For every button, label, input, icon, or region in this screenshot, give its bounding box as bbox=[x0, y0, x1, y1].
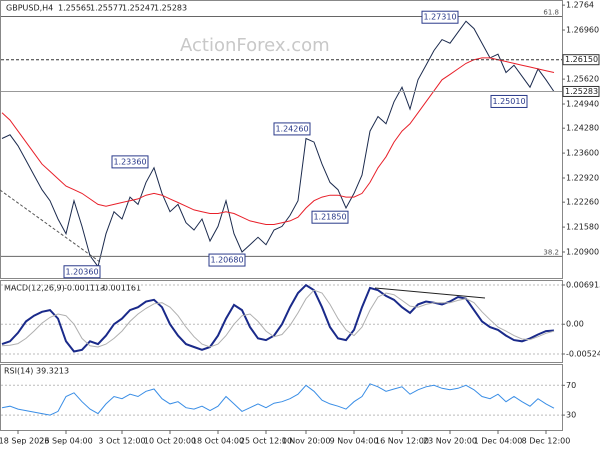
annotation-label: 1.20680 bbox=[210, 256, 243, 265]
x-tick-label: 3 Oct 12:00 bbox=[98, 437, 145, 446]
annotation-box bbox=[421, 10, 459, 24]
macd-reading: -0.001113 bbox=[64, 284, 105, 293]
fib-label: 61.8 bbox=[543, 8, 559, 16]
y-tick-label: 1.26960 bbox=[566, 26, 599, 35]
x-tick-label: 16 Nov 12:00 bbox=[375, 437, 429, 446]
annotation-box bbox=[63, 265, 101, 279]
low: 1.25247 bbox=[122, 4, 155, 13]
annotation-box bbox=[111, 155, 149, 169]
y-tick-label: 0.006915 bbox=[566, 280, 600, 289]
annotation-box bbox=[273, 122, 311, 136]
y-tick-label: 30 bbox=[566, 411, 576, 420]
y-tick-label: 1.21580 bbox=[566, 223, 599, 232]
x-tick-label: 26 Sep 04:00 bbox=[39, 437, 92, 446]
y-tick-label: 1.24280 bbox=[566, 124, 599, 133]
annotation-box bbox=[311, 210, 349, 224]
series-line bbox=[1, 283, 555, 353]
annotation-label: 1.20360 bbox=[65, 267, 98, 276]
annotation-box bbox=[208, 253, 246, 267]
y-tick-label: -0.005241 bbox=[566, 350, 600, 359]
y-tick-label: 1.2764 bbox=[566, 1, 594, 10]
trend-line bbox=[0, 189, 101, 263]
series-line bbox=[1, 57, 555, 225]
symbol: GBPUSD,H4 bbox=[6, 4, 53, 13]
series-line bbox=[1, 383, 555, 416]
x-tick-label: 8 Dec 12:00 bbox=[522, 437, 571, 446]
price-label: 1.25283 bbox=[565, 87, 598, 96]
annotation-label: 1.27310 bbox=[423, 13, 456, 22]
y-tick-label: 1.22920 bbox=[566, 174, 599, 183]
macd-title: MACD(12,26,9) bbox=[4, 284, 65, 293]
y-tick-label: 1.25620 bbox=[566, 75, 599, 84]
open: 1.25565 bbox=[58, 4, 91, 13]
y-tick-label: 1.22260 bbox=[566, 198, 599, 207]
series-line bbox=[1, 289, 555, 348]
main-panel bbox=[0, 0, 563, 279]
watermark: ActionForex.com bbox=[180, 35, 330, 56]
y-tick-label: 70 bbox=[566, 381, 576, 390]
annotation-label: 1.23360 bbox=[113, 157, 146, 166]
series-line bbox=[1, 20, 555, 268]
x-tick-label: 18 Oct 04:00 bbox=[192, 437, 244, 446]
y-tick-label: 1.23600 bbox=[566, 149, 599, 158]
rsi-reading: 39.3213 bbox=[36, 367, 69, 376]
x-tick-label: 25 Oct 12:00 bbox=[240, 437, 292, 446]
annotation-label: 1.21850 bbox=[313, 213, 346, 222]
macd-divergence-line bbox=[374, 287, 486, 299]
level-box bbox=[562, 54, 600, 66]
rsi-title: RSI(14) bbox=[4, 367, 33, 376]
price-box bbox=[562, 85, 600, 97]
macd-panel bbox=[0, 280, 563, 363]
y-tick-label: 1.20900 bbox=[566, 247, 599, 256]
x-tick-label: 1 Nov 20:00 bbox=[282, 437, 331, 446]
x-tick-label: 1 Dec 04:00 bbox=[474, 437, 523, 446]
x-tick-label: 18 Sep 2023 bbox=[0, 437, 49, 446]
level-label: 1.26150 bbox=[565, 55, 598, 64]
annotation-label: 1.24260 bbox=[275, 124, 308, 133]
high: 1.25577 bbox=[90, 4, 123, 13]
fib-label: 38.2 bbox=[543, 248, 559, 256]
header: GBPUSD,H4 1.25565 1.25577 1.25247 1.2528… bbox=[6, 4, 187, 13]
annotation-label: 1.25010 bbox=[492, 97, 525, 106]
rsi-panel bbox=[0, 364, 563, 431]
y-tick-label: 0.00 bbox=[566, 320, 584, 329]
x-tick-label: 9 Nov 04:00 bbox=[330, 437, 379, 446]
x-tick-label: 23 Nov 20:00 bbox=[423, 437, 477, 446]
y-tick-label: 1.24940 bbox=[566, 100, 599, 109]
x-tick-label: 10 Oct 20:00 bbox=[144, 437, 196, 446]
annotation-box bbox=[490, 94, 528, 108]
macd-reading: -0.001161 bbox=[100, 284, 141, 293]
close: 1.25283 bbox=[154, 4, 187, 13]
